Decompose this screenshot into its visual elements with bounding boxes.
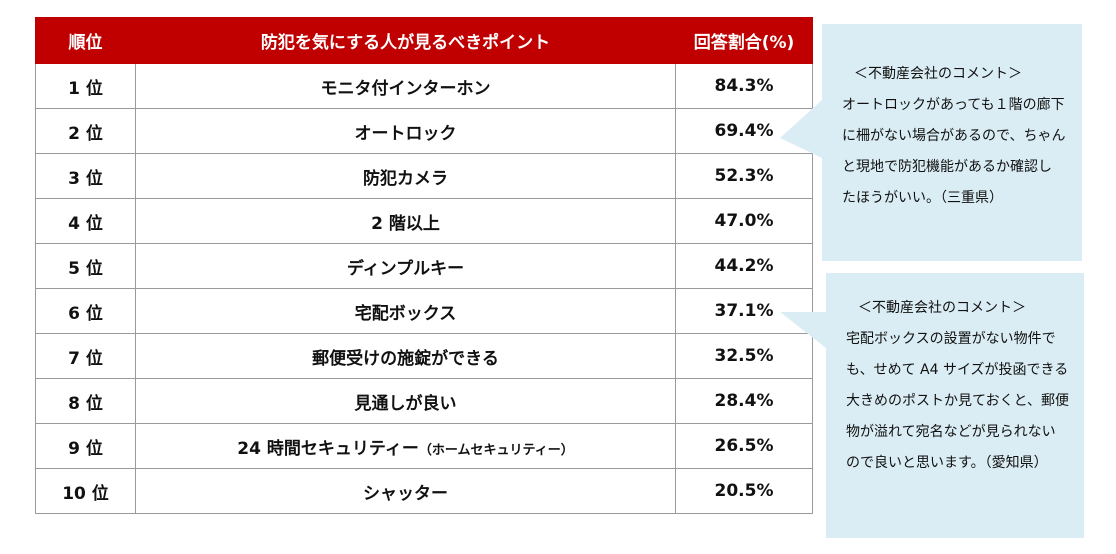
rank-cell: 5 位 — [35, 243, 136, 289]
rank-cell: 1 位 — [35, 63, 136, 109]
table-row: 2 位 オートロック 69.4% — [35, 108, 813, 154]
comment-bubble-1: ＜不動産会社のコメント＞ オートロックがあっても１階の廊下 に柵がない場合がある… — [822, 24, 1082, 261]
point-text: 24 時間セキュリティー — [237, 438, 419, 459]
table-row: 7 位 郵便受けの施錠ができる 32.5% — [35, 333, 813, 379]
percent-cell: 52.3% — [675, 153, 813, 199]
percent-cell: 37.1% — [675, 288, 813, 334]
table-row: 1 位 モニタ付インターホン 84.3% — [35, 63, 813, 109]
comment-line: 宅配ボックスの設置がない物件で — [846, 331, 1056, 347]
rank-cell: 3 位 — [35, 153, 136, 199]
comment-heading: ＜不動産会社のコメント＞ — [854, 66, 1022, 82]
point-text: オートロック — [354, 123, 457, 144]
table-row: 8 位 見通しが良い 28.4% — [35, 378, 813, 424]
rank-cell: 9 位 — [35, 423, 136, 469]
comment-line: 大きめのポストか見ておくと、郵便 — [846, 393, 1070, 409]
point-cell: オートロック — [135, 108, 676, 154]
point-text: シャッター — [363, 483, 448, 504]
table-row: 5 位 ディンプルキー 44.2% — [35, 243, 813, 289]
point-cell: 防犯カメラ — [135, 153, 676, 199]
comment-bubble-2: ＜不動産会社のコメント＞ 宅配ボックスの設置がない物件で も、せめて A4 サイ… — [826, 273, 1084, 538]
point-cell: 2 階以上 — [135, 198, 676, 244]
comment-line: ので良いと思います。（愛知県） — [846, 455, 1048, 471]
comment-heading: ＜不動産会社のコメント＞ — [858, 300, 1026, 316]
point-text: 宅配ボックス — [354, 303, 457, 324]
comment-line: も、せめて A4 サイズが投函できる — [846, 362, 1069, 378]
table-row: 6 位 宅配ボックス 37.1% — [35, 288, 813, 334]
rank-cell: 6 位 — [35, 288, 136, 334]
point-text: 2 階以上 — [371, 213, 440, 234]
percent-cell: 20.5% — [675, 468, 813, 514]
table-row: 3 位 防犯カメラ 52.3% — [35, 153, 813, 199]
point-text: 郵便受けの施錠ができる — [312, 348, 499, 369]
point-text: 見通しが良い — [354, 393, 457, 414]
ranking-table: 順位 防犯を気にする人が見るべきポイント 回答割合(%) 1 位 モニタ付インタ… — [35, 17, 813, 514]
rank-cell: 10 位 — [35, 468, 136, 514]
table-row: 4 位 2 階以上 47.0% — [35, 198, 813, 244]
percent-cell: 28.4% — [675, 378, 813, 424]
table-row: 10 位 シャッター 20.5% — [35, 468, 813, 514]
point-cell: シャッター — [135, 468, 676, 514]
point-cell: 見通しが良い — [135, 378, 676, 424]
table-header-row: 順位 防犯を気にする人が見るべきポイント 回答割合(%) — [35, 17, 813, 64]
point-cell: モニタ付インターホン — [135, 63, 676, 109]
comment-line: オートロックがあっても１階の廊下 — [842, 97, 1065, 113]
point-text: モニタ付インターホン — [320, 78, 491, 99]
point-text: ディンプルキー — [346, 258, 465, 279]
header-rank: 順位 — [35, 17, 136, 64]
comment-line: 物が溢れて宛名などが見られない — [846, 424, 1056, 440]
bubble-tail-1 — [780, 100, 822, 158]
percent-cell: 84.3% — [675, 63, 813, 109]
rank-cell: 4 位 — [35, 198, 136, 244]
point-cell: ディンプルキー — [135, 243, 676, 289]
comment-line: たほうがいい。（三重県） — [842, 190, 1003, 206]
rank-cell: 7 位 — [35, 333, 136, 379]
comment-line: に柵がない場合があるので、ちゃん — [842, 128, 1066, 144]
percent-cell: 47.0% — [675, 198, 813, 244]
bubble-tail-2 — [780, 312, 826, 348]
point-text: 防犯カメラ — [363, 168, 448, 189]
comment-line: と現地で防犯機能があるか確認し — [842, 159, 1052, 175]
rank-cell: 8 位 — [35, 378, 136, 424]
point-note: （ホームセキュリティー） — [418, 442, 574, 458]
